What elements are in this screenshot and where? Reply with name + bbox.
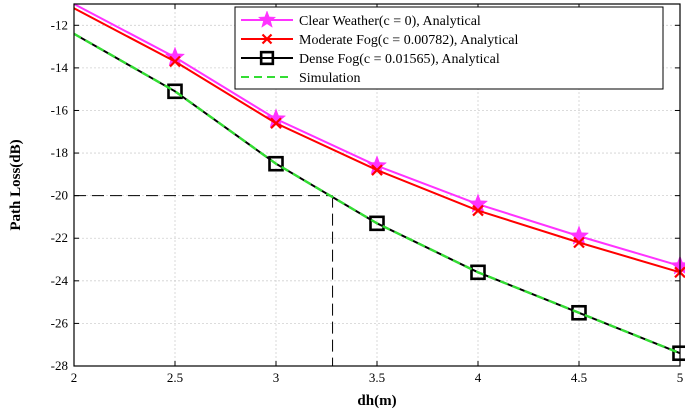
y-tick-label: -18	[51, 145, 68, 160]
data-point-square	[369, 215, 385, 232]
data-point-square	[259, 50, 275, 66]
y-tick-label: -16	[51, 102, 69, 117]
x-tick-label: 4.5	[571, 370, 587, 385]
reference-lines	[74, 195, 334, 366]
data-point-x	[573, 236, 585, 249]
legend-entry: Moderate Fog(c = 0.00782), Analytical	[241, 33, 519, 48]
y-tick-label: -26	[51, 315, 69, 330]
legend-entry: Dense Fog(c = 0.01565), Analytical	[241, 50, 500, 67]
y-tick-label: -20	[51, 188, 68, 203]
data-point-star	[568, 225, 590, 245]
data-point-x	[261, 33, 273, 45]
data-point-square	[268, 155, 284, 172]
data-point-x	[472, 204, 484, 217]
legend-box	[234, 6, 664, 90]
legend-entry: Clear Weather(c = 0), Analytical	[241, 10, 481, 29]
y-axis-ticks: -12 -14 -16 -18 -20 -22 -24 -26 -28	[51, 17, 680, 373]
data-point-square	[470, 264, 486, 281]
y-tick-label: -14	[51, 60, 69, 75]
series-4	[73, 32, 681, 355]
data-point-star	[257, 10, 277, 28]
data-point-x	[270, 117, 282, 130]
data-point-star	[467, 193, 489, 213]
series-2	[73, 7, 685, 279]
x-tick-label: 2	[71, 370, 78, 385]
x-tick-label: 3	[273, 370, 280, 385]
y-tick-label: -24	[51, 273, 69, 288]
legend-label: Dense Fog(c = 0.01565), Analytical	[299, 52, 500, 67]
legend-label: Moderate Fog(c = 0.00782), Analytical	[299, 33, 519, 48]
series-line	[73, 32, 681, 355]
legend: Clear Weather(c = 0), Analytical Moderate…	[234, 6, 664, 90]
x-tick-label: 5	[677, 370, 684, 385]
data-point-x	[169, 55, 181, 68]
data-point-square	[167, 83, 183, 100]
x-tick-label: 4	[475, 370, 482, 385]
x-axis-ticks: 2 2.5 3 3.5 4 4.5 5	[71, 4, 684, 385]
y-axis-label: Path Loss(dB)	[8, 139, 24, 230]
data-point-x	[371, 164, 383, 176]
legend-entry: Simulation	[241, 71, 360, 86]
data-point-square	[571, 304, 587, 321]
x-axis-label: dh(m)	[357, 393, 396, 409]
legend-label: Clear Weather(c = 0), Analytical	[299, 14, 481, 29]
x-tick-label: 2.5	[167, 370, 183, 385]
x-tick-label: 3.5	[369, 370, 385, 385]
legend-label: Simulation	[299, 71, 360, 86]
y-tick-label: -22	[51, 230, 68, 245]
y-tick-label: -12	[51, 17, 68, 32]
y-tick-label: -28	[51, 358, 68, 373]
